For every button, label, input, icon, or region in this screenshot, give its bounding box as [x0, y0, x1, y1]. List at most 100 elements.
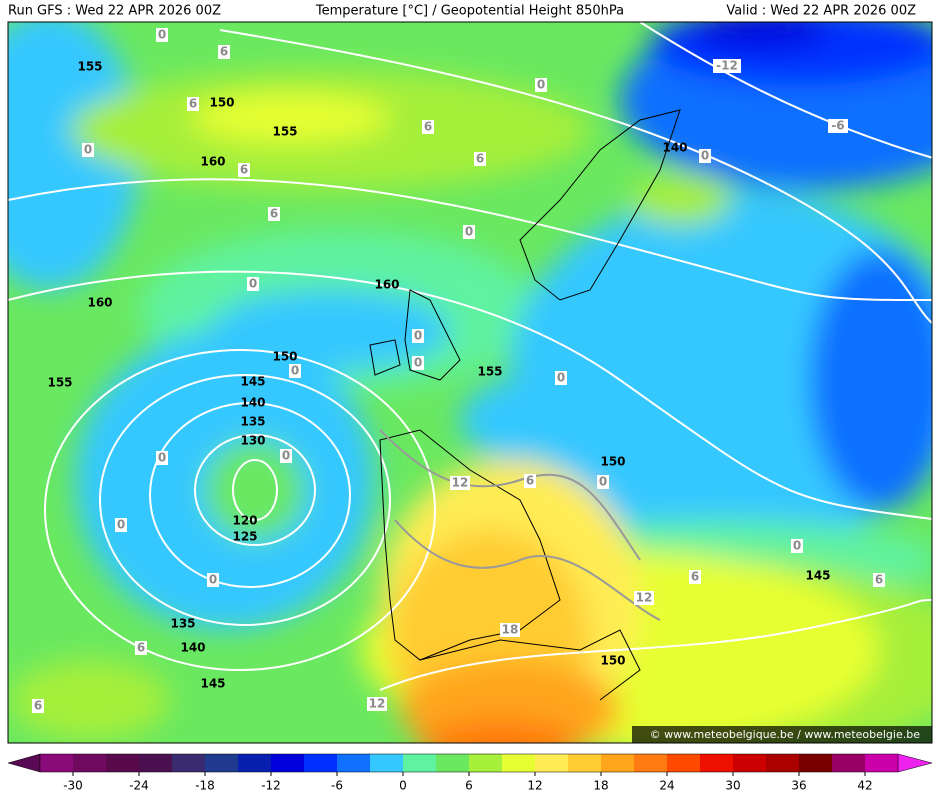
colorbar-cell — [370, 754, 404, 772]
temperature-label-box — [555, 371, 567, 385]
temperature-label: 12 — [369, 697, 386, 711]
colorbar-high-end — [897, 753, 933, 773]
colorbar-cell — [238, 754, 272, 772]
height-label: 130 — [240, 434, 265, 448]
temperature-label: 6 — [189, 97, 197, 111]
height-label: 155 — [47, 376, 72, 390]
temperature-label: 0 — [701, 149, 709, 163]
height-label: 145 — [805, 569, 830, 583]
colorbar-cell — [535, 754, 569, 772]
colorbar-tick-label: 42 — [857, 779, 872, 793]
height-label: 145 — [200, 677, 225, 691]
temperature-label: 0 — [158, 28, 166, 42]
temperature-label-box — [412, 329, 424, 343]
colorbar-cell — [73, 754, 107, 772]
colorbar-tick-label: -18 — [195, 779, 215, 793]
height-label: 150 — [600, 455, 625, 469]
colorbar-cell — [700, 754, 734, 772]
colorbar-cell — [667, 754, 701, 772]
temperature-label: 0 — [599, 475, 607, 489]
temperature-label: 0 — [209, 573, 217, 587]
height-label: 140 — [240, 396, 265, 410]
temperature-label-box — [115, 518, 127, 532]
colorbar-cell — [733, 754, 767, 772]
temperature-label-box — [280, 449, 292, 463]
temperature-label-box — [828, 119, 848, 133]
colorbar-tick-label: 18 — [593, 779, 608, 793]
colorbar-cell — [271, 754, 305, 772]
temperature-label: 0 — [158, 451, 166, 465]
colorbar-cell — [601, 754, 635, 772]
height-label: 120 — [232, 514, 257, 528]
temperature-label: 0 — [793, 539, 801, 553]
colorbar-tick-label: 0 — [399, 779, 407, 793]
height-label: 140 — [180, 641, 205, 655]
temperature-label: 6 — [270, 207, 278, 221]
map-title: Temperature [°C] / Geopotential Height 8… — [315, 4, 624, 19]
height-label: 135 — [240, 415, 265, 429]
temperature-label-box — [500, 623, 520, 637]
temperature-label: 6 — [240, 163, 248, 177]
colorbar-cell — [502, 754, 536, 772]
map-frame — [7, 21, 933, 744]
temperature-label-box — [268, 207, 280, 221]
temperature-label-box — [207, 573, 219, 587]
colorbar-cell — [469, 754, 503, 772]
temperature-label-box — [597, 475, 609, 489]
height-label: 160 — [87, 296, 112, 310]
temperature-label-box — [422, 120, 434, 134]
temperature-label-box — [289, 364, 301, 378]
temperature-label: 0 — [537, 78, 545, 92]
temperature-label: 0 — [282, 449, 290, 463]
colorbar-cell — [436, 754, 470, 772]
temperature-label: 0 — [465, 225, 473, 239]
temperature-label-box — [524, 474, 536, 488]
temperature-label: 0 — [117, 518, 125, 532]
colorbar-tick-label: -12 — [261, 779, 281, 793]
temperature-label-box — [412, 356, 424, 370]
temperature-label-box — [156, 451, 168, 465]
height-label: 150 — [600, 654, 625, 668]
temperature-label: 0 — [84, 143, 92, 157]
temperature-label: 0 — [414, 356, 422, 370]
run-text: Run GFS : Wed 22 APR 2026 00Z — [8, 4, 221, 19]
temperature-label-box — [156, 28, 168, 42]
height-label: 150 — [209, 96, 234, 110]
temperature-label-box — [82, 143, 94, 157]
colorbar-cell — [766, 754, 800, 772]
temperature-label: 6 — [34, 699, 42, 713]
height-label: 155 — [272, 125, 297, 139]
temperature-label-box — [873, 573, 885, 587]
colorbar-cell — [40, 754, 74, 772]
temperature-label-box — [218, 45, 230, 59]
colorbar-cell — [337, 754, 371, 772]
height-label: 135 — [170, 617, 195, 631]
temperature-label-box — [713, 59, 741, 73]
height-label: 150 — [272, 350, 297, 364]
height-label: 155 — [477, 365, 502, 379]
temperature-label: 0 — [414, 329, 422, 343]
colorbar-cell — [106, 754, 140, 772]
temperature-label: 12 — [636, 591, 653, 605]
height-label: 155 — [77, 60, 102, 74]
colorbar-low-end — [7, 753, 41, 773]
colorbar-cell — [403, 754, 437, 772]
colorbar-cell — [568, 754, 602, 772]
temperature-label-box — [135, 641, 147, 655]
temperature-label: -12 — [716, 59, 738, 73]
temperature-label-box — [238, 163, 250, 177]
colorbar-tick-label: 24 — [659, 779, 674, 793]
colorbar-cell — [205, 754, 239, 772]
temperature-label: 6 — [875, 573, 883, 587]
temperature-label-box — [32, 699, 44, 713]
height-label: 160 — [374, 278, 399, 292]
temperature-label: -6 — [831, 119, 844, 133]
colorbar-cell — [634, 754, 668, 772]
temperature-label-box — [463, 225, 475, 239]
height-label: 125 — [232, 530, 257, 544]
temperature-label: 0 — [557, 371, 565, 385]
temperature-label: 6 — [424, 120, 432, 134]
temperature-label: 18 — [502, 623, 519, 637]
colorbar-tick-label: -30 — [63, 779, 83, 793]
height-label: 140 — [662, 141, 687, 155]
